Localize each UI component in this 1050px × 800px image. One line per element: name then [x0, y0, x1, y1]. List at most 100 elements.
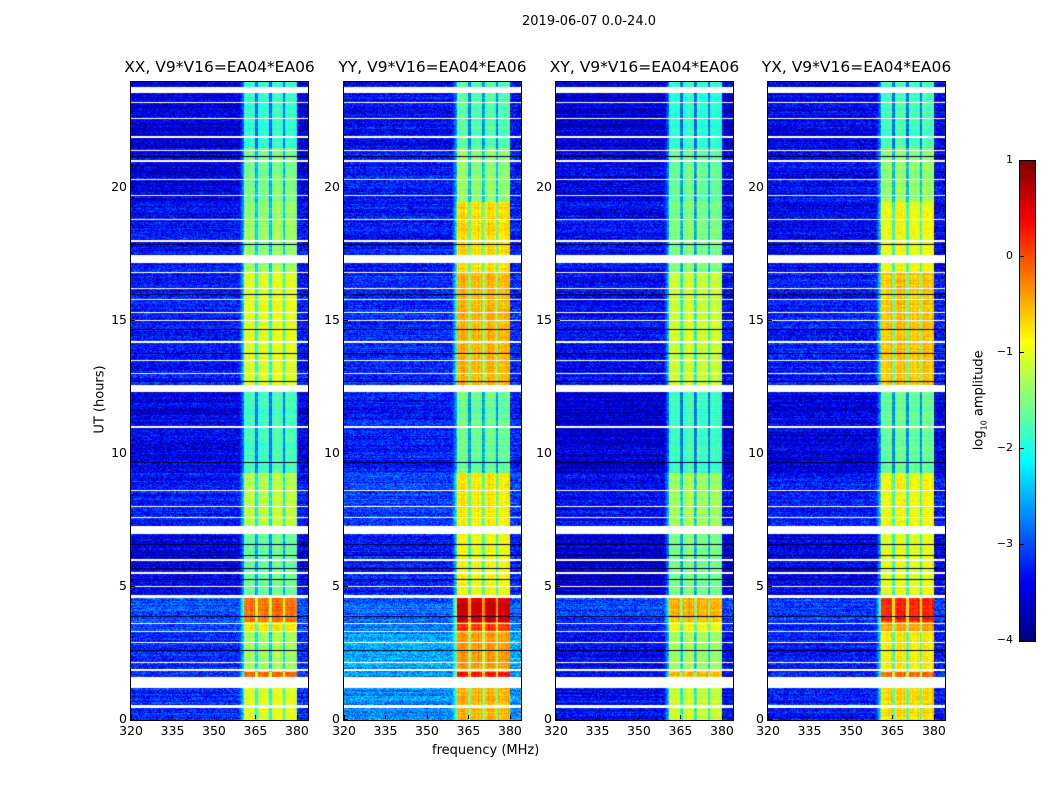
heatmap-cells [131, 82, 308, 720]
x-tick-label: 380 [922, 723, 946, 738]
y-tick-mark [131, 586, 135, 588]
x-tick-label: 365 [668, 723, 693, 738]
x-tick-mark [468, 715, 470, 719]
heatmap-panel-3 [555, 81, 734, 721]
x-tick-mark [721, 715, 723, 719]
y-tick-mark [556, 453, 560, 455]
x-tick-mark [172, 715, 174, 719]
x-tick-label: 365 [456, 723, 481, 738]
colorbar-tick-mark [1020, 256, 1024, 257]
colorbar-tick-mark [1020, 640, 1024, 641]
y-tick-label: 15 [111, 312, 127, 328]
x-tick-label: 335 [585, 723, 610, 738]
y-tick-label: 20 [111, 179, 127, 195]
x-tick-label: 350 [627, 723, 651, 738]
x-tick-mark [385, 715, 387, 719]
x-tick-mark [680, 715, 682, 719]
suptitle: 2019-06-07 0.0-24.0 [522, 14, 656, 29]
y-tick-mark [344, 187, 348, 189]
colorbar-tick-label: −4 [996, 633, 1013, 646]
y-tick-label: 5 [332, 578, 340, 594]
y-tick-label: 0 [544, 711, 552, 726]
y-tick-label: 5 [756, 578, 764, 594]
x-tick-mark [556, 715, 557, 719]
x-tick-label: 380 [710, 723, 734, 738]
y-tick-mark [768, 586, 772, 588]
y-tick-mark [344, 320, 348, 322]
x-tick-label: 320 [119, 723, 143, 738]
x-tick-label: 320 [544, 723, 568, 738]
x-tick-mark [255, 715, 257, 719]
x-tick-label: 335 [373, 723, 398, 738]
y-tick-mark [556, 320, 560, 322]
panel-title-3: XY, V9*V16=EA04*EA06 [549, 58, 740, 76]
y-tick-label: 5 [544, 578, 552, 594]
x-tick-label: 350 [839, 723, 863, 738]
y-tick-label: 0 [756, 711, 764, 726]
colorbar-tick-mark [1020, 544, 1024, 545]
panel-title-4: YX, V9*V16=EA04*EA06 [761, 58, 952, 76]
y-tick-label: 20 [748, 179, 764, 195]
y-tick-label: 10 [111, 445, 127, 461]
y-tick-mark [131, 187, 135, 189]
heatmap-panel-1 [130, 81, 309, 721]
x-tick-mark [131, 715, 132, 719]
y-tick-mark [344, 719, 348, 720]
y-tick-mark [344, 586, 348, 588]
heatmap-panel-2 [343, 81, 522, 721]
panel-title-1: XX, V9*V16=EA04*EA06 [124, 58, 315, 76]
x-tick-label: 335 [797, 723, 822, 738]
y-tick-label: 20 [536, 179, 552, 195]
colorbar-tick-label: 0 [1006, 249, 1013, 262]
y-tick-label: 15 [536, 312, 552, 328]
x-tick-mark [296, 715, 298, 719]
y-tick-label: 10 [748, 445, 764, 461]
y-tick-mark [556, 187, 560, 189]
y-tick-mark [768, 453, 772, 455]
x-tick-label: 335 [160, 723, 185, 738]
x-tick-mark [426, 715, 428, 719]
x-tick-mark [933, 715, 935, 719]
y-tick-mark [131, 719, 135, 720]
x-axis-label: frequency (MHz) [432, 743, 540, 758]
y-tick-label: 5 [119, 578, 127, 594]
y-tick-mark [131, 320, 135, 322]
x-tick-mark [597, 715, 599, 719]
x-tick-label: 350 [415, 723, 439, 738]
x-tick-label: 380 [285, 723, 309, 738]
x-tick-mark [809, 715, 811, 719]
x-tick-label: 380 [498, 723, 522, 738]
x-tick-label: 365 [880, 723, 905, 738]
colorbar [1019, 160, 1036, 642]
heatmap-cells [556, 82, 733, 720]
y-tick-label: 15 [324, 312, 340, 328]
x-tick-mark [892, 715, 894, 719]
colorbar-tick-label: −3 [996, 537, 1013, 550]
y-axis-label: UT (hours) [92, 365, 108, 434]
x-tick-label: 365 [243, 723, 268, 738]
y-tick-mark [556, 719, 560, 720]
x-tick-mark [850, 715, 852, 719]
x-tick-mark [344, 715, 345, 719]
colorbar-tick-label: −1 [996, 345, 1013, 358]
y-tick-label: 15 [748, 312, 764, 328]
x-tick-label: 320 [756, 723, 780, 738]
colorbar-tick-label: 1 [1006, 153, 1013, 166]
heatmap-cells [768, 82, 945, 720]
x-tick-label: 350 [202, 723, 226, 738]
panel-title-2: YY, V9*V16=EA04*EA06 [338, 58, 527, 76]
x-tick-mark [768, 715, 769, 719]
y-tick-mark [768, 719, 772, 720]
colorbar-tick-label: −2 [996, 441, 1013, 454]
y-tick-label: 20 [324, 179, 340, 195]
y-tick-label: 0 [332, 711, 340, 726]
heatmap-cells [344, 82, 521, 720]
y-tick-mark [768, 320, 772, 322]
x-tick-mark [638, 715, 640, 719]
x-tick-mark [213, 715, 215, 719]
x-tick-label: 320 [332, 723, 356, 738]
colorbar-tick-mark [1020, 160, 1024, 161]
colorbar-tick-mark [1020, 352, 1024, 353]
x-tick-mark [509, 715, 511, 719]
